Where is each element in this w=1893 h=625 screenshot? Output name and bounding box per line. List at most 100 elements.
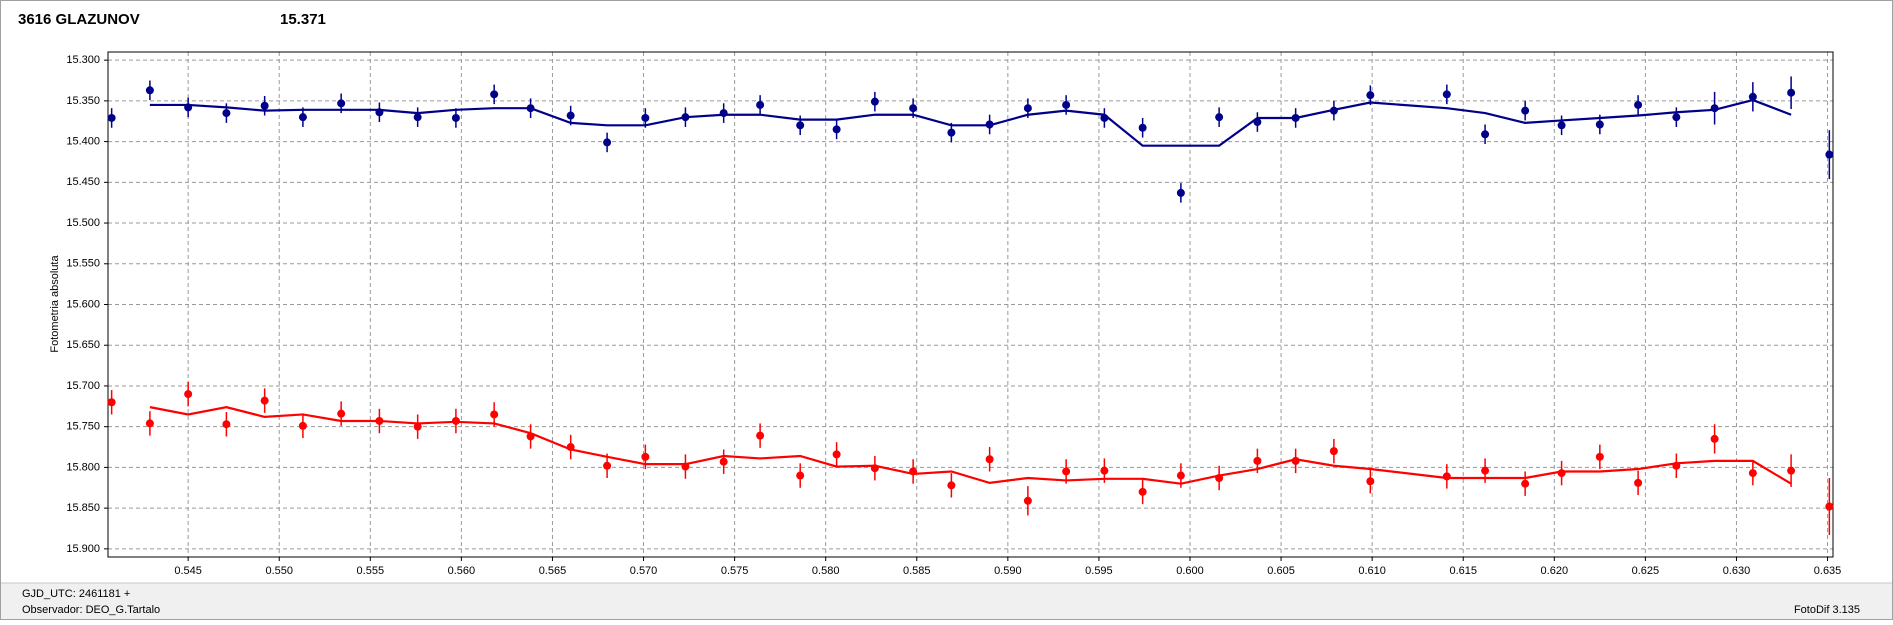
data-point: [1710, 434, 1719, 443]
data-point: [603, 461, 612, 470]
data-point: [1442, 472, 1451, 481]
x-tick-label: 0.545: [174, 565, 202, 577]
x-tick-label: 0.580: [812, 565, 840, 577]
data-point: [145, 86, 154, 95]
data-point: [985, 455, 994, 464]
data-point: [1176, 471, 1185, 480]
data-point: [260, 396, 269, 405]
data-point: [1062, 100, 1071, 109]
data-point: [1748, 469, 1757, 478]
y-tick-label: 15.450: [66, 176, 100, 188]
y-tick-label: 15.350: [66, 95, 100, 107]
y-tick-label: 15.700: [66, 380, 100, 392]
y-tick-label: 15.800: [66, 461, 100, 473]
data-point: [1253, 456, 1262, 465]
x-tick-label: 0.550: [265, 565, 293, 577]
data-point: [298, 113, 307, 122]
x-tick-label: 0.620: [1541, 565, 1569, 577]
data-point: [222, 109, 231, 118]
data-point: [298, 421, 307, 430]
x-tick-label: 0.630: [1723, 565, 1751, 577]
footer-bar: [1, 583, 1892, 619]
footer-text: Observador: DEO_G.Tartalo: [22, 604, 160, 616]
data-point: [413, 422, 422, 431]
chart-title: 3616 GLAZUNOV: [18, 11, 140, 28]
x-tick-label: 0.610: [1358, 565, 1386, 577]
data-point: [719, 457, 728, 466]
data-point: [1023, 104, 1032, 113]
data-point: [870, 97, 879, 106]
data-point: [1176, 188, 1185, 197]
data-point: [107, 113, 116, 122]
data-point: [1557, 469, 1566, 478]
data-point: [184, 390, 193, 399]
data-point: [1481, 466, 1490, 475]
x-tick-label: 0.635: [1814, 565, 1842, 577]
data-point: [1366, 477, 1375, 486]
data-point: [1595, 120, 1604, 129]
data-point: [1062, 467, 1071, 476]
data-point: [145, 419, 154, 428]
data-point: [566, 111, 575, 120]
data-point: [1138, 487, 1147, 496]
y-tick-label: 15.900: [66, 543, 100, 555]
y-tick-label: 15.750: [66, 421, 100, 433]
data-point: [796, 471, 805, 480]
y-tick-label: 15.650: [66, 339, 100, 351]
data-point: [832, 125, 841, 134]
data-point: [1481, 130, 1490, 139]
x-tick-label: 0.625: [1632, 565, 1660, 577]
y-tick-label: 15.300: [66, 54, 100, 66]
data-point: [832, 450, 841, 459]
data-point: [1634, 100, 1643, 109]
x-tick-label: 0.565: [539, 565, 567, 577]
data-point: [603, 138, 612, 147]
y-tick-label: 15.600: [66, 298, 100, 310]
data-point: [756, 100, 765, 109]
data-point: [1521, 106, 1530, 115]
y-tick-label: 15.400: [66, 136, 100, 148]
data-point: [1442, 90, 1451, 99]
data-point: [1748, 92, 1757, 101]
header-value: 15.371: [280, 11, 326, 28]
data-point: [641, 452, 650, 461]
fit-line: [149, 406, 1792, 485]
x-tick-label: 0.605: [1267, 565, 1295, 577]
x-tick-label: 0.575: [721, 565, 749, 577]
y-axis-label: Fotometria absoluta: [49, 255, 61, 353]
data-point: [1329, 447, 1338, 456]
footer-text: GJD_UTC: 2461181 +: [22, 588, 130, 600]
footer-text: FotoDif 3.135: [1794, 604, 1860, 616]
plot-border: [107, 51, 1834, 558]
data-point: [1023, 496, 1032, 505]
data-point: [490, 410, 499, 419]
fit-line: [149, 98, 1792, 147]
x-tick-label: 0.560: [448, 565, 476, 577]
data-point: [909, 104, 918, 113]
data-point: [1595, 452, 1604, 461]
data-point: [451, 113, 460, 122]
x-tick-label: 0.570: [630, 565, 658, 577]
x-tick-label: 0.590: [994, 565, 1022, 577]
data-point: [1215, 113, 1224, 122]
y-tick-label: 15.850: [66, 502, 100, 514]
data-point: [1787, 466, 1796, 475]
data-point: [1634, 478, 1643, 487]
data-point: [1672, 113, 1681, 122]
x-tick-label: 0.555: [357, 565, 385, 577]
data-point: [1138, 123, 1147, 132]
data-point: [337, 99, 346, 108]
data-point: [1521, 479, 1530, 488]
data-point: [490, 90, 499, 99]
x-tick-label: 0.600: [1176, 565, 1204, 577]
y-tick-label: 15.550: [66, 258, 100, 270]
data-point: [413, 113, 422, 122]
x-tick-label: 0.585: [903, 565, 931, 577]
data-point: [947, 128, 956, 137]
data-point: [222, 420, 231, 429]
data-point: [107, 398, 116, 407]
data-point: [1825, 502, 1834, 511]
data-point: [1100, 466, 1109, 475]
data-point: [947, 481, 956, 490]
